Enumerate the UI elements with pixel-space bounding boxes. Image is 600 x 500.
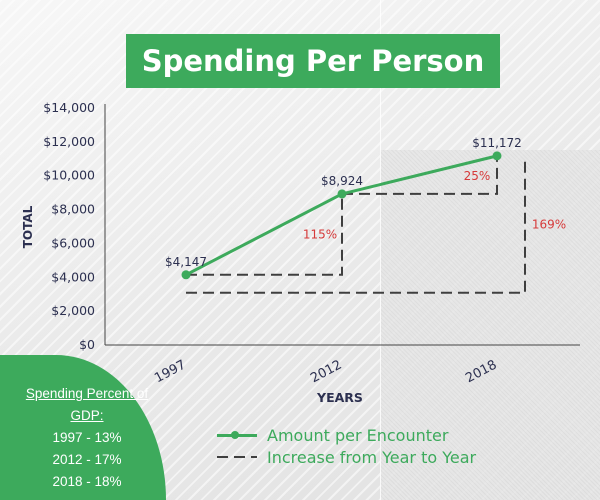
y-tick-label: $8,000 [51,202,95,217]
background-panel [380,150,600,500]
y-tick-label: $0 [79,337,95,352]
gdp-item: 2018 - 18% [52,474,122,489]
chart-title-box: Spending Per Person [126,34,500,88]
gdp-item: 2012 - 17% [52,452,122,467]
y-tick-label: $10,000 [43,168,95,183]
data-point [337,189,347,199]
increase-label: 169% [532,217,566,231]
background-divider [380,0,381,500]
y-tick-label: $14,000 [43,100,95,115]
y-axis-label: TOTAL [21,205,35,248]
legend-item-increase: Increase from Year to Year [215,446,476,468]
legend-item-amount: Amount per Encounter [215,424,476,446]
data-label: $11,172 [472,136,522,150]
gdp-list: 1997 - 13% 2012 - 17% 2018 - 18% [16,427,158,493]
data-label: $4,147 [165,255,207,269]
y-tick-label: $6,000 [51,235,95,250]
increase-label: 115% [303,227,337,241]
y-tick-label: $12,000 [43,134,95,149]
y-tick-label: $2,000 [51,303,95,318]
legend-dashed-line-icon [215,451,259,463]
increase-dash-1997-2012 [186,193,343,276]
x-tick-label: 2018 [463,358,499,387]
x-axis-label: YEARS [316,390,363,405]
data-point [181,270,191,280]
legend-label-increase: Increase from Year to Year [267,447,477,467]
legend-line-marker-icon [215,429,259,441]
chart-legend: Amount per Encounter Increase from Year … [215,424,476,468]
gdp-panel-title: Spending Percent of GDP: [25,386,149,423]
chart-title: Spending Per Person [141,44,485,78]
increase-dash-1997-2018 [186,155,526,294]
data-label: $8,924 [321,174,363,188]
increase-label: 25% [464,169,491,183]
gdp-item: 1997 - 13% [52,430,122,445]
x-tick-label: 1997 [152,358,188,387]
x-tick-label: 2012 [308,358,344,387]
y-tick-label: $4,000 [51,269,95,284]
legend-label-amount: Amount per Encounter [267,425,449,445]
data-point [492,151,502,161]
increase-dash-2012-2018 [342,155,498,195]
